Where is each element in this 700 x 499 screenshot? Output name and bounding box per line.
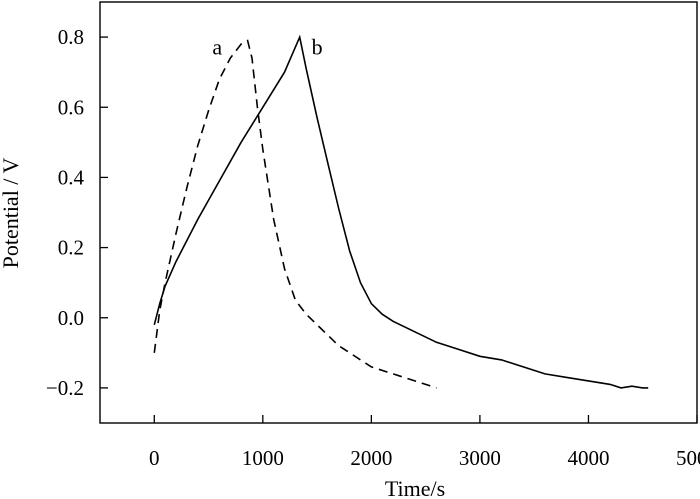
- y-tick-label: 0.0: [58, 306, 84, 330]
- plot-frame: [99, 1, 698, 424]
- curve-label-a: a: [212, 35, 222, 60]
- series-line-a: [153, 39, 437, 389]
- series-group: [153, 34, 649, 389]
- x-tick-label: 5000: [676, 446, 700, 470]
- x-tick-label: 3000: [459, 446, 501, 470]
- x-tick-label: 0: [149, 446, 160, 470]
- y-axis-title: Potential / V: [0, 157, 23, 268]
- y-tick-label: 0.8: [58, 25, 84, 49]
- x-tick-label: 2000: [350, 446, 392, 470]
- y-tick-label: 0.2: [58, 236, 84, 260]
- series-line-b: [153, 34, 649, 389]
- tick-labels: 0 1000 2000 3000 4000 5000 −0.2 0.0 0.2 0.4 0.6 0.8: [46, 25, 700, 470]
- y-tick-label: −0.2: [46, 376, 84, 400]
- ticks: [100, 36, 698, 423]
- x-tick-label: 4000: [567, 446, 609, 470]
- y-tick-label: 0.4: [58, 165, 85, 189]
- x-tick-label: 1000: [242, 446, 284, 470]
- y-tick-label: 0.6: [58, 95, 84, 119]
- x-axis-title: Time/s: [385, 476, 445, 499]
- curve-label-b: b: [312, 35, 323, 60]
